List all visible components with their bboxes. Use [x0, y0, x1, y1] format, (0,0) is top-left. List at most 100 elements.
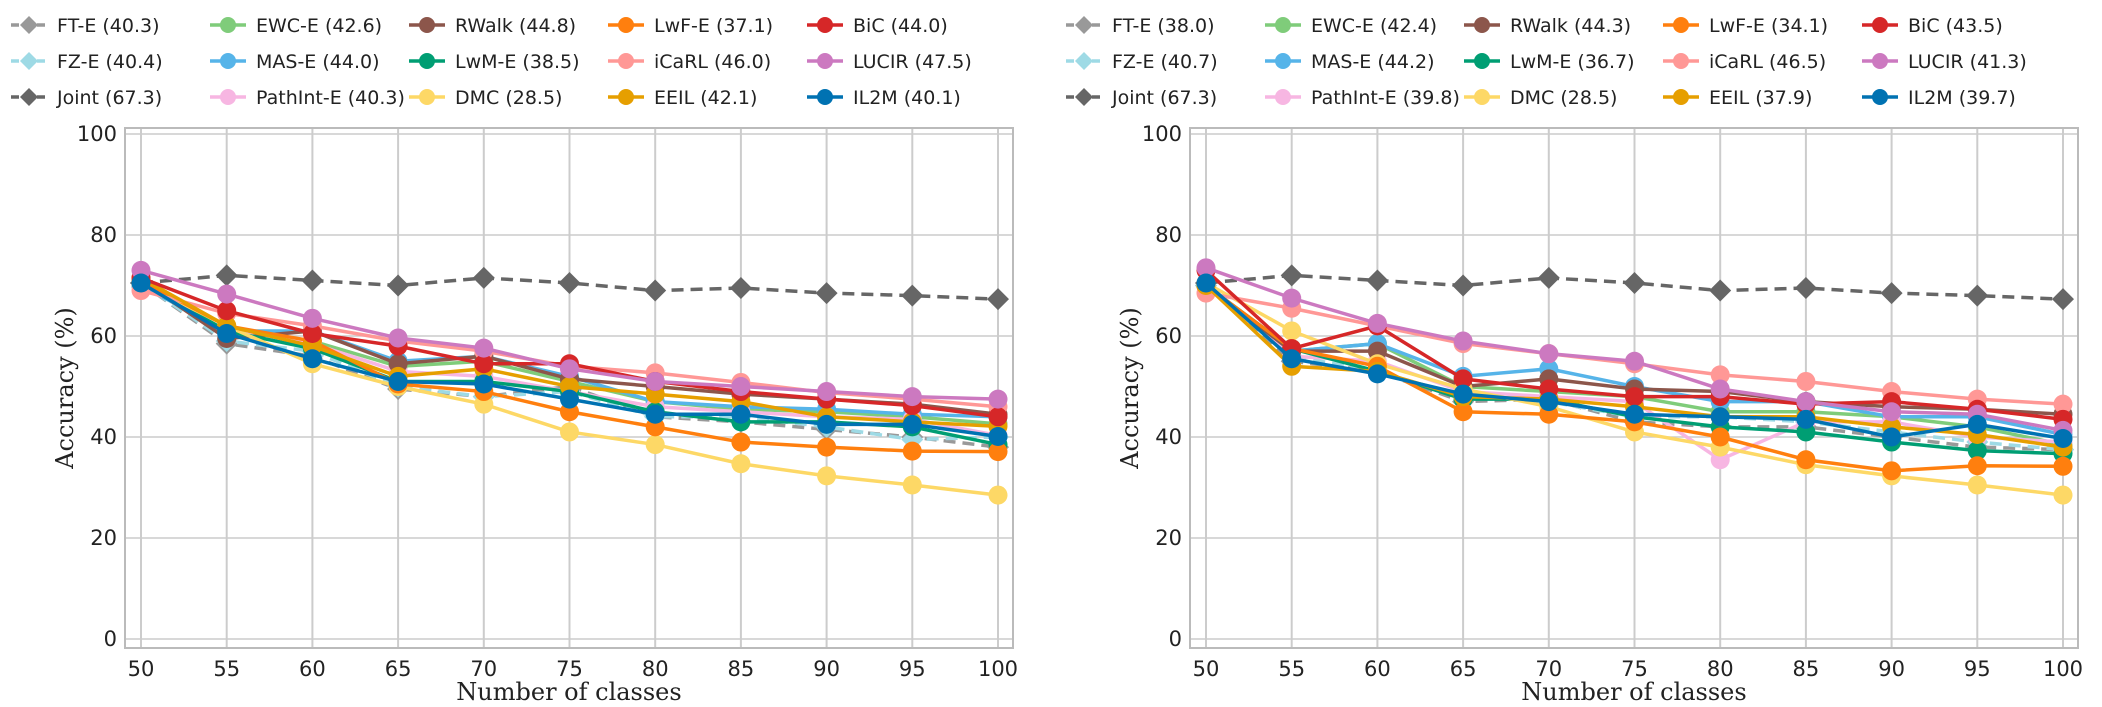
data-point — [817, 437, 837, 457]
legend-item: MAS-E (44.2) — [1265, 51, 1434, 73]
legend-label: Joint (67.3) — [1111, 87, 1217, 109]
data-point — [1282, 321, 1302, 341]
legend-label: Joint (67.3) — [56, 87, 162, 109]
legend-item: BiC (43.5) — [1862, 15, 2003, 37]
legend-marker — [1474, 53, 1490, 69]
x-axis-label: Number of classes — [1521, 678, 1746, 706]
data-point — [1967, 475, 1987, 495]
legend-marker — [1673, 89, 1689, 105]
legend-label: MAS-E (44.2) — [1311, 51, 1434, 73]
legend-item: EWC-E (42.4) — [1265, 15, 1437, 37]
x-tick-label: 100 — [2043, 657, 2083, 681]
data-point — [1882, 427, 1902, 447]
data-point-diamond — [558, 271, 581, 294]
x-tick-label: 55 — [1278, 657, 1305, 681]
y-axis-label: Accuracy (%) — [1116, 307, 1144, 470]
data-point-diamond — [901, 284, 924, 307]
data-point — [902, 475, 922, 495]
data-point — [1625, 387, 1644, 407]
data-point — [1282, 349, 1302, 369]
data-point — [1710, 427, 1730, 447]
legend-marker — [1275, 53, 1291, 69]
data-point — [1367, 313, 1387, 333]
x-tick-label: 80 — [642, 657, 669, 681]
data-point — [217, 323, 237, 343]
legend-item: PathInt-E (39.8) — [1265, 87, 1460, 109]
legend-item: DMC (28.5) — [1464, 87, 1617, 109]
legend-item: LwM-E (38.5) — [409, 51, 580, 73]
legend-label: EWC-E (42.4) — [1311, 15, 1437, 37]
data-point — [1796, 409, 1816, 429]
legend-item: EEIL (42.1) — [608, 87, 757, 109]
data-point-diamond — [987, 288, 1009, 311]
data-point-diamond — [1452, 274, 1475, 297]
legend-label: IL2M (40.1) — [853, 87, 961, 109]
x-tick-label: 60 — [299, 657, 326, 681]
x-tick-label: 70 — [1535, 657, 1562, 681]
y-tick-label: 40 — [1155, 425, 1182, 449]
legend-item: IL2M (40.1) — [807, 87, 961, 109]
y-tick-label: 60 — [1155, 324, 1182, 348]
legend-item: PathInt-E (40.3) — [210, 87, 405, 109]
y-tick-label: 0 — [104, 627, 117, 651]
legend-marker — [419, 17, 435, 33]
legend-label: iCaRL (46.0) — [654, 51, 771, 73]
data-point — [474, 354, 494, 374]
data-point — [2053, 456, 2073, 476]
legend-marker — [1275, 17, 1291, 33]
x-tick-label: 75 — [556, 657, 583, 681]
data-point — [902, 414, 922, 434]
legend-item: FZ-E (40.7) — [1066, 51, 1218, 73]
data-point-diamond — [1537, 266, 1560, 289]
data-point — [817, 382, 837, 402]
data-point — [988, 485, 1008, 505]
data-point — [474, 338, 494, 358]
data-point — [1453, 384, 1473, 404]
data-point — [1453, 331, 1473, 351]
legend-marker — [817, 53, 833, 69]
data-point — [1196, 258, 1216, 278]
data-point-diamond — [815, 282, 838, 305]
x-tick-label: 65 — [385, 657, 412, 681]
data-point-diamond — [1280, 264, 1303, 287]
data-point — [988, 407, 1008, 427]
chart-panel-1: 50 55 60 65 70 75 80 85 90 95 100 0 20 40 60 80 100 Numbe… — [11, 15, 1018, 706]
data-point — [902, 387, 922, 407]
legend-item: Joint (67.3) — [11, 87, 162, 109]
data-point — [645, 435, 665, 455]
legend-label: LwF-E (34.1) — [1709, 15, 1828, 37]
axes-frame — [124, 127, 1014, 649]
legend-marker — [1474, 89, 1490, 105]
data-point — [1453, 402, 1473, 422]
data-point — [1796, 371, 1816, 391]
data-point — [388, 371, 408, 391]
legend-marker — [419, 53, 435, 69]
legend-label: RWalk (44.3) — [1510, 15, 1631, 37]
data-point — [731, 404, 751, 424]
legend-item: iCaRL (46.0) — [608, 51, 771, 73]
data-point — [1882, 461, 1902, 481]
legend-label: LUCIR (41.3) — [1908, 51, 2027, 73]
data-point — [1882, 402, 1902, 422]
data-point — [1967, 414, 1987, 434]
data-point — [817, 414, 837, 434]
legend-label: FZ-E (40.4) — [57, 51, 163, 73]
legend-item: LUCIR (47.5) — [807, 51, 972, 73]
data-point — [731, 432, 751, 452]
legend-marker-diamond — [1075, 52, 1093, 70]
legend-label: IL2M (39.7) — [1908, 87, 2016, 109]
legend-marker — [618, 17, 634, 33]
legend-label: RWalk (44.8) — [455, 15, 576, 37]
data-point-diamond — [1966, 284, 1989, 307]
data-point-diamond — [2052, 288, 2074, 311]
y-axis-label: Accuracy (%) — [51, 307, 79, 470]
data-point — [1967, 441, 1987, 461]
legend-marker — [419, 89, 435, 105]
x-tick-label: 60 — [1364, 657, 1391, 681]
legend-marker — [220, 53, 236, 69]
data-point-diamond — [644, 279, 667, 302]
series-IL2M — [131, 273, 1008, 446]
data-point — [2053, 429, 2073, 449]
data-point — [1796, 392, 1816, 412]
